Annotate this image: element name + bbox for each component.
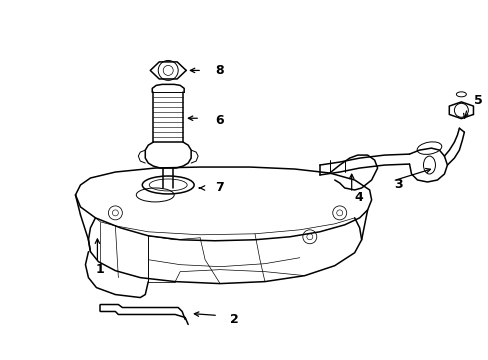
Text: 2: 2 bbox=[229, 313, 238, 326]
Text: 8: 8 bbox=[215, 64, 223, 77]
Text: 4: 4 bbox=[354, 192, 363, 204]
Text: 5: 5 bbox=[473, 94, 482, 107]
Text: 3: 3 bbox=[394, 179, 403, 192]
Text: 7: 7 bbox=[215, 181, 224, 194]
Text: 6: 6 bbox=[215, 114, 223, 127]
Text: 1: 1 bbox=[95, 263, 104, 276]
